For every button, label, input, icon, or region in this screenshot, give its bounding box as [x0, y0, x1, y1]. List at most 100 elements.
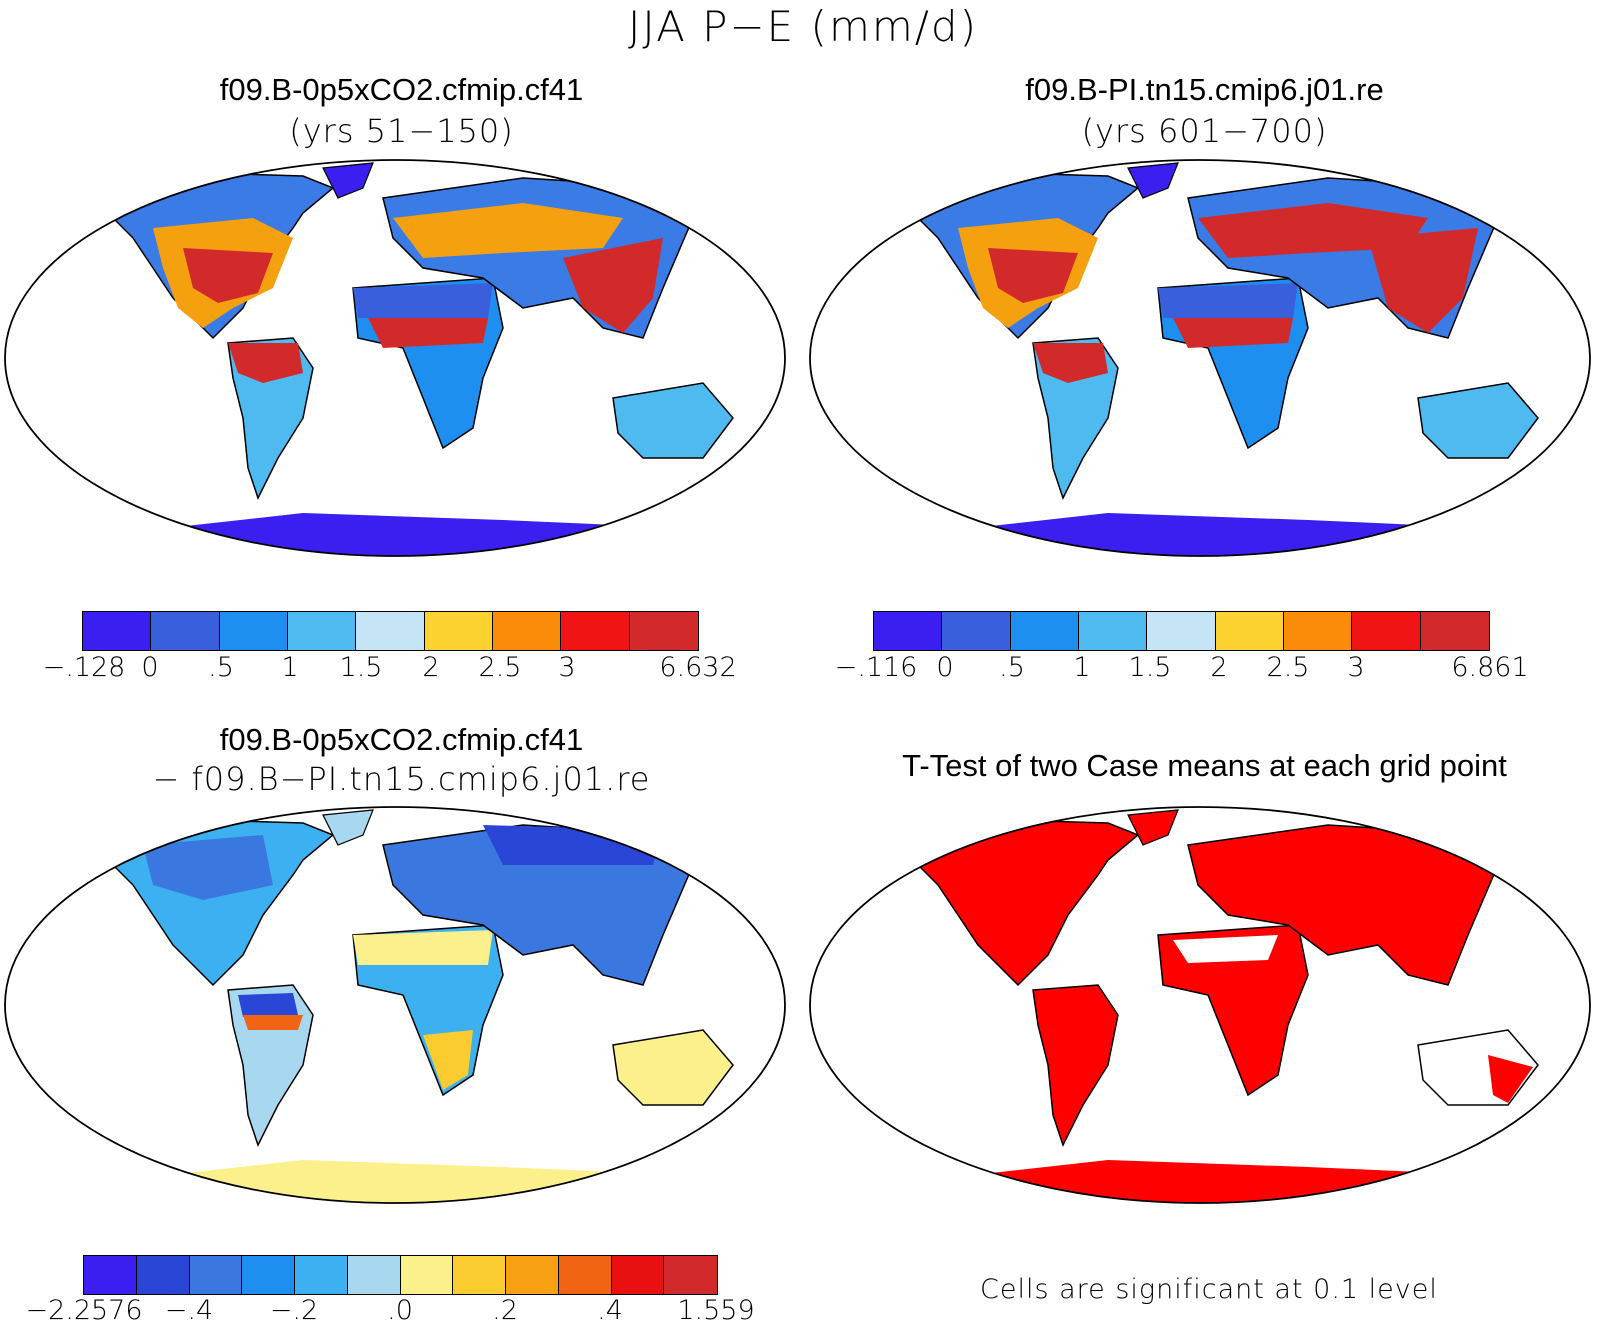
colorbar-tick-label: 3 — [558, 652, 576, 683]
colorbar-swatch — [1352, 612, 1421, 650]
figure-title: JJA P−E (mm/d) — [628, 2, 978, 51]
region-not-significant-sahara — [1173, 935, 1278, 963]
continent-south-america — [227, 337, 314, 500]
colorbar-swatch — [453, 1256, 506, 1294]
colorbar-swatch — [356, 612, 425, 650]
panel-title-top-left: f09.B-0p5xCO2.cfmip.cf41 — [219, 72, 584, 107]
colorbar-tick-label: −.116 — [834, 652, 918, 683]
panel-title-bottom-left: f09.B-0p5xCO2.cfmip.cf41 — [219, 722, 584, 757]
region-siberia — [483, 825, 663, 865]
region-sahara — [1158, 283, 1298, 318]
region-amazon — [1033, 343, 1108, 383]
colorbar-swatch — [1283, 612, 1353, 650]
colorbar-tick-label: 0 — [141, 652, 159, 683]
continent-north-america — [917, 819, 1140, 987]
panel-subtitle-top-right: (yrs 601−700) — [1081, 112, 1328, 150]
panel-subtitle-bottom-left: − f09.B−PI.tn15.cmip6.j01.re — [152, 760, 651, 798]
region-sahel — [368, 318, 488, 348]
region-amazon-dry — [238, 993, 298, 1017]
region-south-asia — [563, 238, 663, 333]
continent-greenland — [1127, 162, 1179, 199]
colorbar-swatch — [287, 612, 357, 650]
region-sahel — [1173, 318, 1293, 348]
colorbar-swatch — [242, 1256, 295, 1294]
colorbar-tick-label: 1.5 — [339, 652, 383, 683]
colorbar-tick-label: 2 — [1210, 652, 1228, 683]
region-north-america-dry — [143, 835, 273, 900]
colorbar-swatch — [189, 1256, 243, 1294]
colorbar-tick-label: .4 — [597, 1295, 623, 1326]
map-bottom-right — [809, 806, 1591, 1204]
colorbar-tick-label: 6.632 — [659, 652, 737, 683]
colorbar-tick-label: .5 — [208, 652, 234, 683]
colorbar-bottom-left — [83, 1255, 718, 1295]
colorbar-swatch — [942, 612, 1011, 650]
colorbar-tick-label: 6.861 — [1451, 652, 1529, 683]
continent-africa — [1157, 924, 1309, 1097]
colorbar-swatch — [629, 612, 698, 650]
colorbar-swatch — [611, 1256, 665, 1294]
region-sahara — [353, 930, 493, 965]
region-sahara — [353, 283, 493, 318]
colorbar-swatch — [664, 1256, 717, 1294]
colorbar-tick-label: 2.5 — [478, 652, 522, 683]
region-south-asia — [1368, 228, 1478, 333]
colorbar-swatch — [1078, 612, 1148, 650]
colorbar-swatch — [219, 612, 288, 650]
colorbar-swatch — [561, 612, 630, 650]
colorbar-tick-label: 1.5 — [1128, 652, 1172, 683]
colorbar-tick-label: −.128 — [42, 652, 126, 683]
colorbar-tick-label: 1 — [281, 652, 299, 683]
continent-greenland — [322, 809, 374, 846]
colorbar-tick-label: 1.559 — [677, 1295, 755, 1326]
colorbar-swatch — [136, 1256, 190, 1294]
colorbar-swatch — [347, 1256, 401, 1294]
colorbar-tick-label: −.2 — [269, 1295, 319, 1326]
colorbar-swatch — [295, 1256, 348, 1294]
region-south-africa — [423, 1030, 473, 1090]
colorbar-swatch — [558, 1256, 612, 1294]
continent-greenland — [1127, 809, 1179, 846]
continent-south-america — [1032, 984, 1119, 1147]
colorbar-top-left — [82, 611, 699, 651]
colorbar-swatch — [1147, 612, 1216, 650]
region-amazon-wet — [243, 1015, 303, 1030]
continent-australia — [612, 382, 734, 459]
colorbar-tick-label: 2 — [422, 652, 440, 683]
significance-note: Cells are significant at 0.1 level — [980, 1274, 1438, 1305]
region-europe-warm — [393, 203, 623, 258]
colorbar-swatch — [83, 612, 152, 650]
region-eastern-us — [183, 248, 273, 303]
colorbar-swatch — [424, 612, 493, 650]
colorbar-tick-label: 1 — [1073, 652, 1091, 683]
colorbar-swatch — [400, 1256, 454, 1294]
colorbar-swatch — [874, 612, 943, 650]
panel-title-bottom-right: T-Test of two Case means at each grid po… — [902, 748, 1507, 783]
colorbar-top-right — [873, 611, 1490, 651]
map-bottom-left — [4, 806, 786, 1204]
colorbar-tick-label: 2.5 — [1266, 652, 1310, 683]
region-amazon — [228, 343, 303, 383]
colorbar-tick-label: .5 — [999, 652, 1025, 683]
colorbar-tick-label: 0 — [936, 652, 954, 683]
colorbar-tick-label: .2 — [492, 1295, 518, 1326]
colorbar-swatch — [492, 612, 562, 650]
region-significant-australia — [1488, 1055, 1533, 1103]
map-top-left — [4, 159, 786, 557]
colorbar-tick-label: 3 — [1347, 652, 1365, 683]
map-top-right — [809, 159, 1591, 557]
region-eastern-us — [988, 248, 1078, 303]
continent-south-america — [1032, 337, 1119, 500]
colorbar-swatch — [84, 1256, 137, 1294]
colorbar-swatch — [506, 1256, 559, 1294]
colorbar-tick-label: −2.2576 — [25, 1295, 143, 1326]
continent-greenland — [322, 162, 374, 199]
colorbar-tick-label: −.4 — [164, 1295, 214, 1326]
panel-subtitle-top-left: (yrs 51−150) — [289, 112, 514, 150]
colorbar-swatch — [151, 612, 220, 650]
colorbar-tick-label: .0 — [387, 1295, 413, 1326]
continent-australia — [612, 1029, 734, 1106]
colorbar-swatch — [1420, 612, 1489, 650]
colorbar-swatch — [1215, 612, 1284, 650]
continent-australia — [1417, 382, 1539, 459]
